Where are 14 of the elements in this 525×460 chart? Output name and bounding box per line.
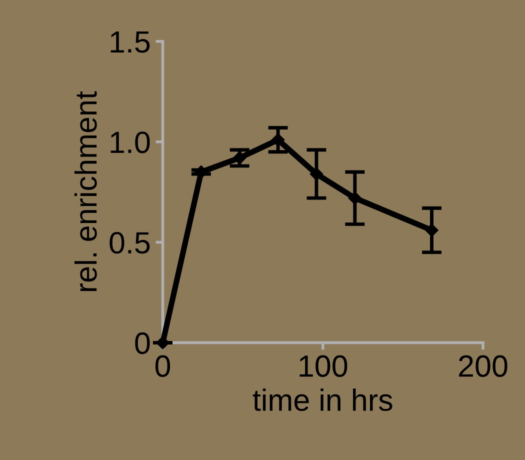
- point: [310, 167, 324, 181]
- y-axis-title: rel. enrichment: [74, 91, 97, 292]
- point: [425, 224, 438, 237]
- y-tick-label: 1.0: [110, 132, 150, 154]
- x-tick-label: 0: [155, 355, 170, 377]
- point: [233, 151, 246, 164]
- point: [348, 191, 362, 205]
- y-tick-label: 0: [135, 332, 150, 354]
- x-tick-label: 100: [300, 355, 348, 377]
- y-tick-label: 1.5: [110, 31, 150, 53]
- point: [271, 133, 285, 146]
- y-tick-label: 0.5: [110, 232, 150, 254]
- x-axis-title: time in hrs: [252, 388, 392, 411]
- x-tick-label: 200: [459, 355, 508, 377]
